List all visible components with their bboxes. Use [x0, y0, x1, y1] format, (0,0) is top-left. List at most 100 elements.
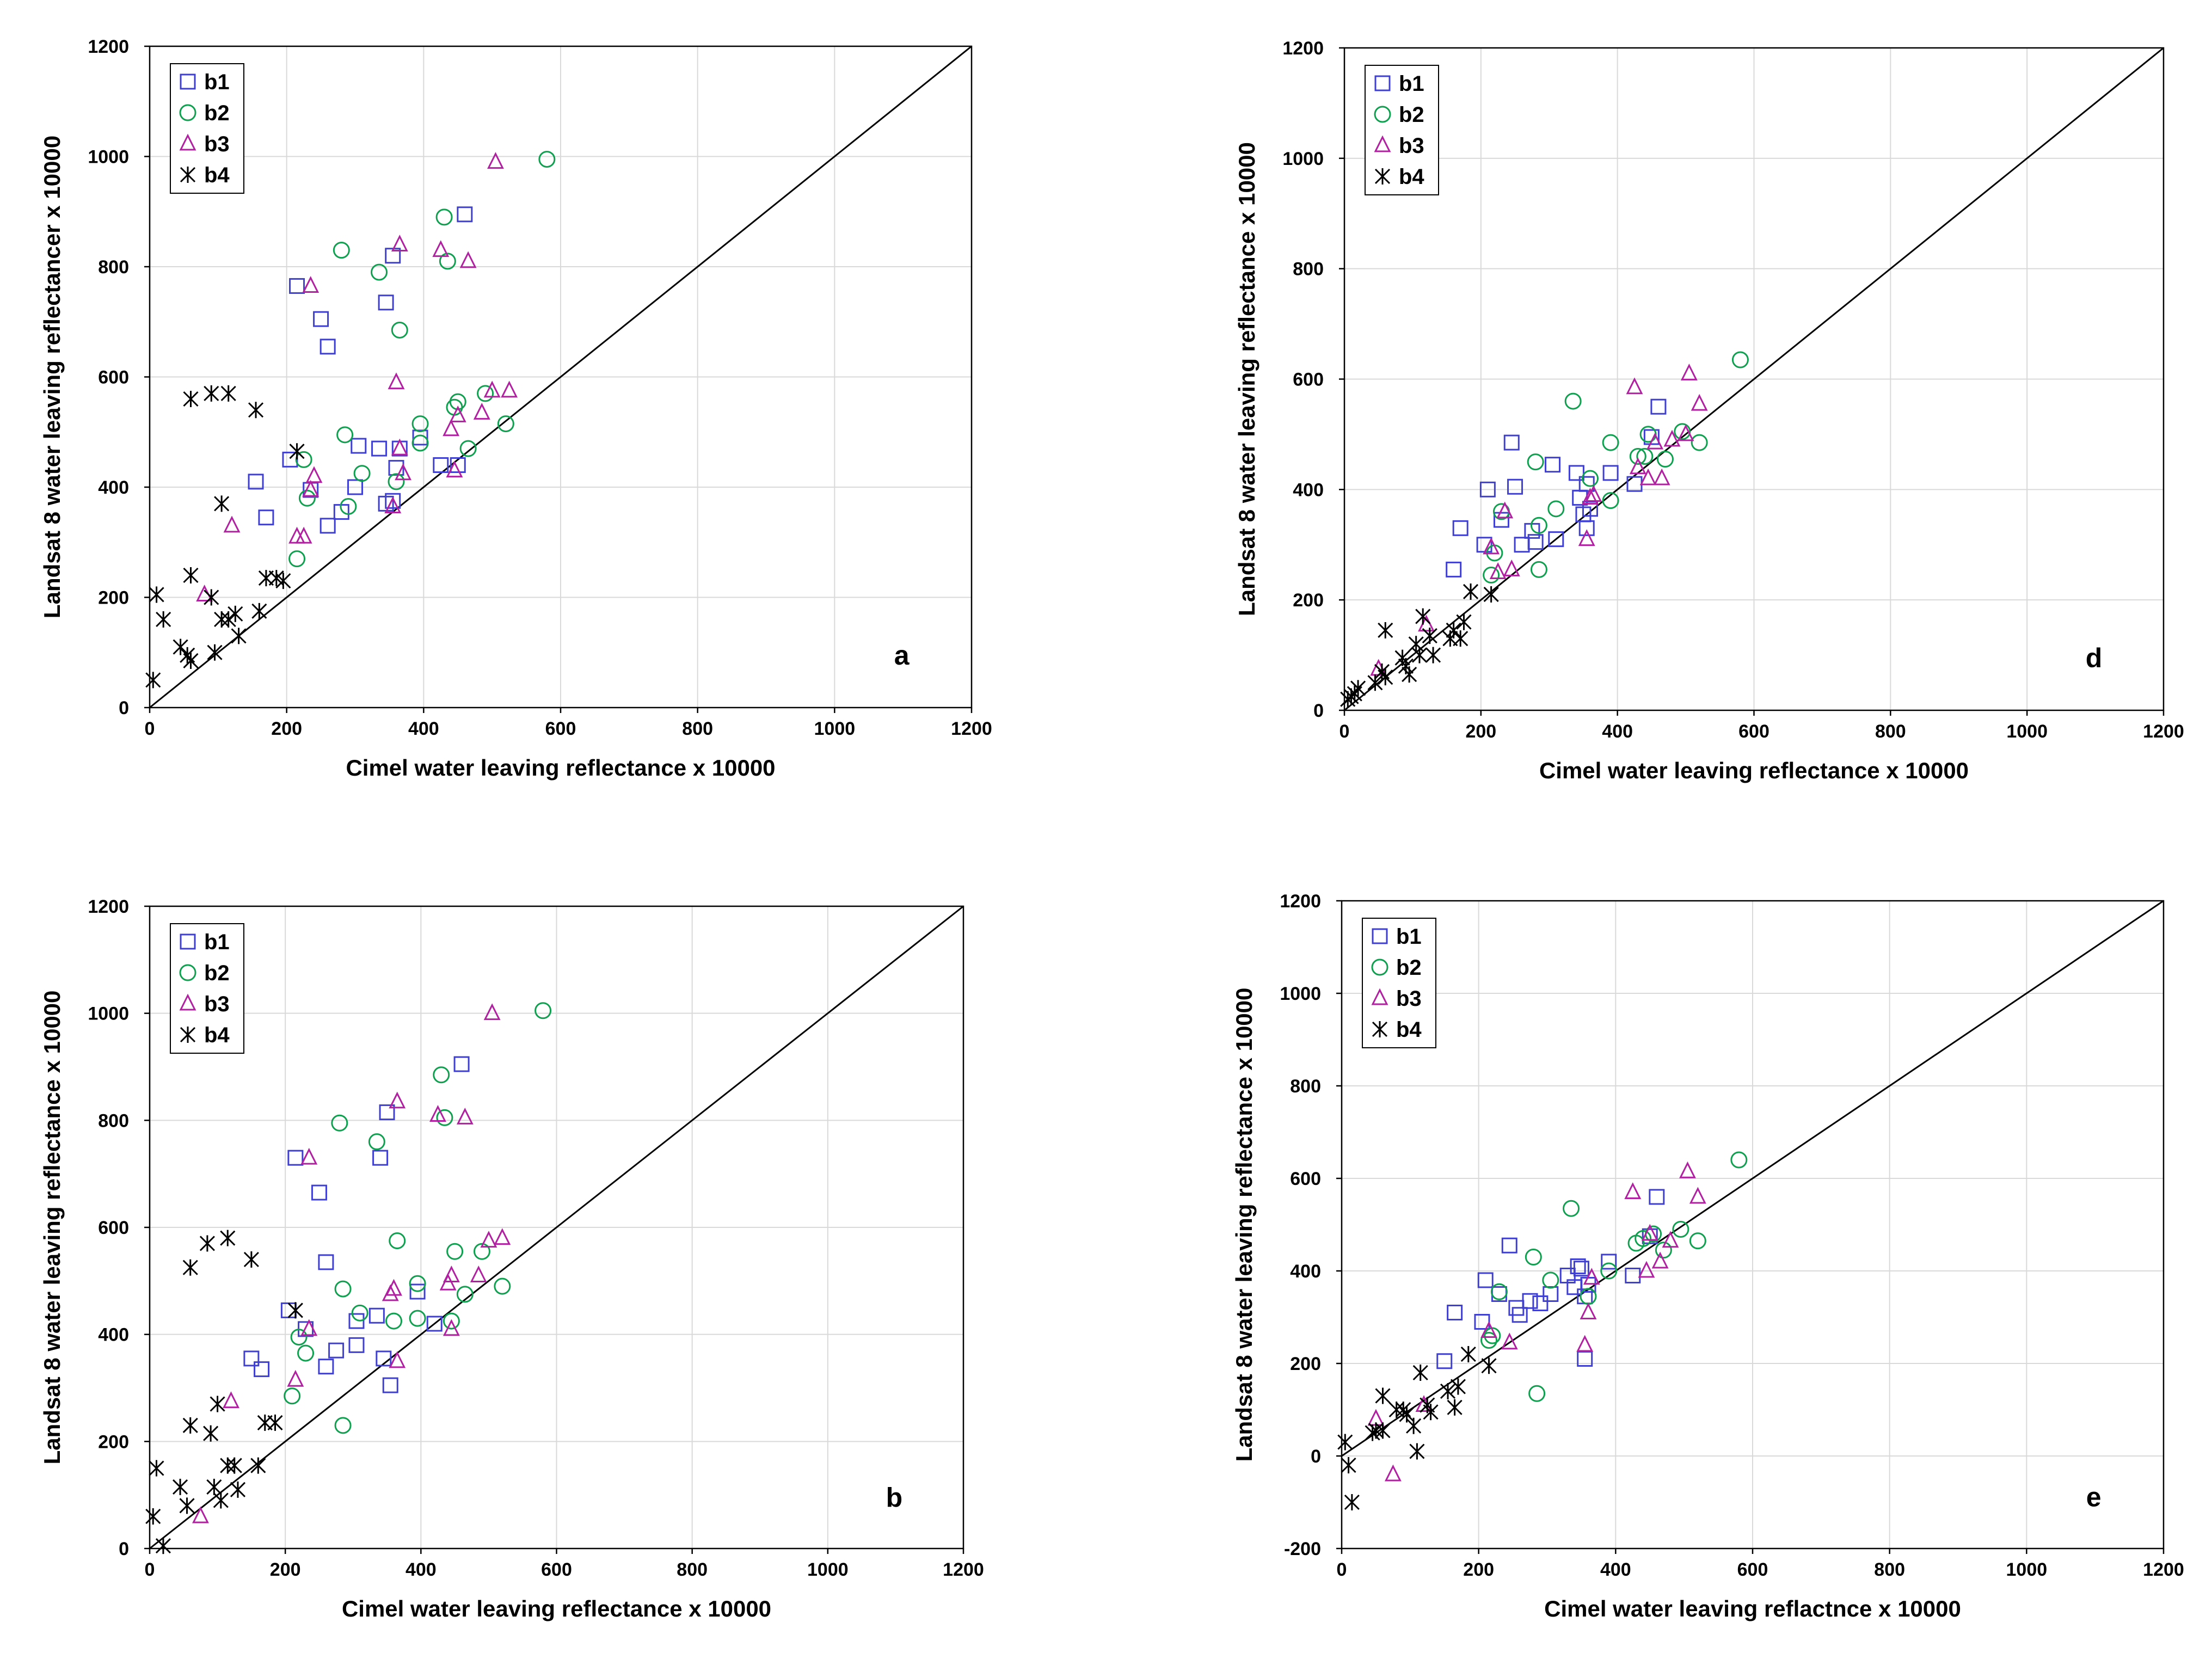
data-point-b2 — [433, 1066, 450, 1084]
data-point-b4 — [145, 672, 161, 689]
data-point-b4 — [1412, 1365, 1428, 1381]
data-point-b1 — [457, 206, 473, 223]
data-point-b1 — [1573, 1261, 1589, 1277]
data-point-b1 — [379, 1104, 395, 1121]
series-b2 — [284, 1002, 552, 1434]
data-point-b3 — [446, 460, 463, 478]
data-point-b2 — [391, 321, 408, 339]
data-point-b4 — [1374, 663, 1390, 680]
data-point-b1 — [319, 339, 336, 355]
x-tick-label: 200 — [1463, 1559, 1494, 1580]
data-point-b3 — [432, 240, 450, 257]
data-point-b1 — [385, 493, 401, 509]
data-point-b2 — [409, 1310, 426, 1327]
data-point-b1 — [1452, 520, 1468, 536]
data-point-b4 — [230, 1481, 246, 1498]
data-point-b1 — [289, 278, 305, 294]
x-tick-label: 600 — [545, 718, 576, 739]
x-axis-label: Cimel water leaving reflectance x 10000 — [1539, 758, 1969, 783]
data-point-b3 — [300, 1319, 318, 1336]
y-tick-label: 0 — [119, 698, 129, 718]
x-tick-label: 0 — [145, 1559, 155, 1580]
data-point-b1 — [371, 440, 388, 457]
legend-label-b2: b2 — [1399, 103, 1424, 127]
data-point-b4 — [1453, 630, 1468, 647]
series-b4 — [145, 385, 305, 689]
x-tick-label: 0 — [1337, 1559, 1347, 1580]
legend-label-b4: b4 — [204, 163, 230, 187]
data-point-b1 — [388, 460, 404, 476]
data-point-b4 — [248, 402, 264, 419]
data-point-b2 — [371, 263, 388, 281]
data-point-b4 — [213, 1492, 229, 1509]
data-point-b3 — [1496, 501, 1514, 519]
y-tick-label: 600 — [1293, 370, 1324, 390]
one-to-one-line — [1344, 47, 2164, 711]
data-point-b1 — [368, 1307, 385, 1324]
data-point-b3 — [1480, 1321, 1497, 1338]
y-axis-label: Landsat 8 water leaving reflectancer x 1… — [39, 136, 65, 618]
x-axis-label: Cimel water leaving reflectance x 10000 — [346, 755, 775, 781]
data-point-b4 — [1425, 647, 1441, 663]
data-point-b4 — [180, 647, 195, 663]
data-point-b4 — [1423, 1404, 1439, 1421]
y-tick-label: 200 — [98, 1431, 129, 1452]
data-point-b4 — [1375, 1422, 1391, 1439]
data-point-b3 — [395, 463, 412, 481]
panel-label: b — [886, 1482, 903, 1513]
data-point-b1 — [1601, 1254, 1617, 1270]
data-point-b1 — [1479, 481, 1496, 497]
data-point-b3 — [388, 372, 405, 390]
y-tick-label: 200 — [98, 588, 129, 609]
data-point-b4 — [204, 385, 219, 402]
x-tick-label: 600 — [1738, 721, 1769, 742]
data-point-b2 — [389, 1232, 406, 1250]
chart-panel-b: 0 200 400 600 800 1000 1200 0 200 400 600 800 1000 12… — [39, 896, 984, 1621]
data-point-b4 — [275, 573, 291, 589]
data-point-b2 — [1490, 1283, 1508, 1300]
data-point-b3 — [1501, 1332, 1518, 1350]
data-point-b1 — [1578, 520, 1595, 536]
data-point-b3 — [1585, 485, 1602, 502]
x-tick-label: 800 — [682, 718, 713, 739]
legend-label-b4: b4 — [1396, 1018, 1422, 1042]
data-point-b1 — [376, 1350, 392, 1367]
data-point-b4 — [251, 603, 267, 619]
data-point-b1 — [319, 518, 336, 534]
y-tick-label: -200 — [1284, 1539, 1321, 1559]
data-point-b4 — [1483, 586, 1499, 603]
data-point-b2 — [1530, 561, 1547, 578]
data-point-b1 — [318, 1359, 334, 1375]
data-point-b2 — [295, 451, 312, 468]
data-point-b1 — [1436, 1353, 1453, 1369]
legend-marker-b1 — [180, 73, 196, 90]
data-point-b2 — [1530, 517, 1547, 534]
data-point-b1 — [450, 457, 466, 473]
data-point-b4 — [183, 567, 199, 583]
data-point-b2 — [439, 253, 456, 270]
data-point-b2 — [1672, 1221, 1689, 1238]
data-point-b1 — [243, 1350, 260, 1367]
legend-marker-b1 — [1372, 928, 1388, 944]
data-point-b1 — [348, 1313, 365, 1329]
data-point-b1 — [1527, 534, 1544, 550]
data-point-b3 — [1641, 1224, 1658, 1241]
data-point-b1 — [1650, 398, 1667, 415]
y-tick-label: 0 — [1311, 1446, 1321, 1467]
legend-label-b4: b4 — [204, 1023, 230, 1047]
data-point-b1 — [378, 294, 394, 311]
data-point-b2 — [1525, 1249, 1542, 1265]
data-point-b4 — [1411, 647, 1428, 663]
data-point-b4 — [1375, 1387, 1391, 1404]
data-point-b3 — [384, 496, 402, 513]
data-point-b2 — [1730, 1151, 1748, 1169]
data-point-b3 — [223, 515, 241, 533]
data-point-b2 — [409, 1275, 426, 1292]
series-b3 — [192, 1003, 511, 1523]
data-point-b4 — [1337, 1434, 1353, 1451]
data-point-b2 — [436, 1109, 453, 1126]
data-point-b3 — [473, 402, 490, 420]
data-point-b4 — [220, 1457, 236, 1474]
data-point-b1 — [1477, 1272, 1494, 1288]
data-point-b4 — [231, 628, 247, 644]
